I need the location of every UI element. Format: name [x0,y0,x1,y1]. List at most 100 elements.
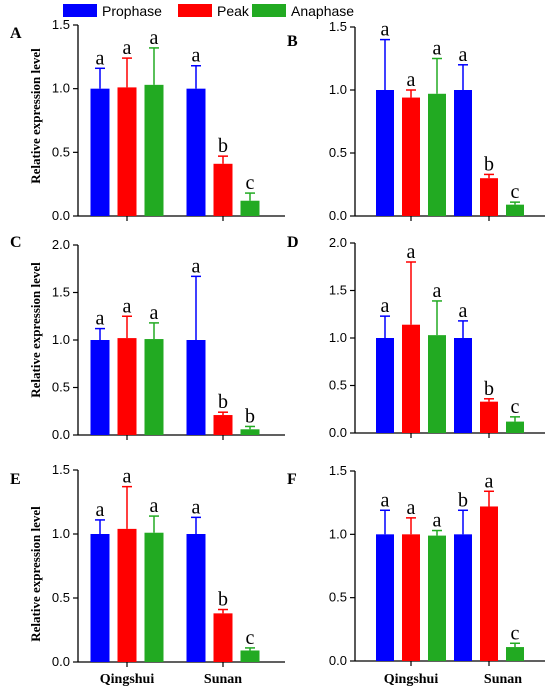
significance-label-b-peak-sunan: b [484,153,494,175]
bar-c-peak-qingshui [117,338,137,435]
legend-swatch-peak [178,4,212,17]
significance-label-f-peak-qingshui: a [407,497,416,519]
bar-a-anaphase-qingshui [144,84,164,216]
y-tick-label-a-3: 1.5 [52,17,70,32]
bar-f-peak-qingshui [402,534,420,661]
panel-letter-c: C [10,234,22,251]
y-tick-label-c-0: 0.0 [52,427,70,442]
y-tick-label-b-3: 1.5 [329,19,347,34]
bar-c-anaphase-qingshui [144,339,164,435]
y-axis-label-e: Relative expression level [28,506,43,642]
bar-d-prophase-qingshui [376,338,394,433]
bar-e-anaphase-sunan [240,650,260,662]
y-tick-label-c-3: 1.5 [52,285,70,300]
y-tick-label-a-1: 0.5 [52,144,70,159]
legend-label-prophase: Prophase [102,3,162,19]
significance-label-c-peak-sunan: b [218,391,228,413]
significance-label-b-anaphase-qingshui: a [433,38,442,60]
y-tick-label-c-2: 1.0 [52,332,70,347]
significance-label-c-anaphase-sunan: b [245,405,255,427]
y-tick-label-d-4: 2.0 [329,235,347,250]
significance-label-a-anaphase-sunan: c [246,172,255,194]
x-category-label-sunan-right: Sunan [484,672,522,687]
significance-label-f-peak-sunan: a [485,470,494,492]
y-axis-label-c: Relative expression level [28,262,43,398]
significance-label-b-anaphase-sunan: c [511,181,520,203]
significance-label-b-prophase-sunan: a [459,44,468,66]
bar-d-anaphase-qingshui [428,335,446,433]
significance-label-c-prophase-sunan: a [192,255,201,277]
x-category-label-qingshui-left: Qingshui [100,672,155,687]
bar-e-anaphase-qingshui [144,532,164,662]
y-tick-label-f-1: 0.5 [329,590,347,605]
significance-label-e-prophase-sunan: a [192,496,201,518]
bar-e-peak-qingshui [117,528,137,662]
significance-label-e-anaphase-sunan: c [246,627,255,649]
panel-letter-a: A [10,25,22,42]
bar-f-anaphase-qingshui [428,535,446,661]
significance-label-a-prophase-qingshui: a [96,47,105,69]
significance-label-b-prophase-qingshui: a [381,19,390,41]
bar-e-peak-sunan [213,613,233,662]
significance-label-e-anaphase-qingshui: a [150,495,159,517]
y-tick-label-d-3: 1.5 [329,283,347,298]
y-tick-label-b-1: 0.5 [329,145,347,160]
significance-label-f-anaphase-qingshui: a [433,510,442,532]
bar-c-prophase-qingshui [90,340,110,435]
significance-label-c-anaphase-qingshui: a [150,302,159,324]
significance-label-d-prophase-qingshui: a [381,295,390,317]
bar-e-prophase-qingshui [90,534,110,662]
significance-label-d-anaphase-qingshui: a [433,280,442,302]
significance-label-d-peak-sunan: b [484,378,494,400]
x-category-label-sunan-left: Sunan [204,672,242,687]
bar-a-prophase-qingshui [90,88,110,216]
y-tick-label-b-2: 1.0 [329,82,347,97]
bar-b-anaphase-qingshui [428,93,446,216]
significance-label-b-peak-qingshui: a [407,69,416,91]
bar-a-peak-sunan [213,163,233,216]
significance-label-f-anaphase-sunan: c [511,622,520,644]
y-tick-label-e-2: 1.0 [52,526,70,541]
bar-f-peak-sunan [480,506,498,661]
significance-label-a-peak-qingshui: a [123,37,132,59]
y-tick-label-d-0: 0.0 [329,425,347,440]
panel-letter-f: F [287,471,297,488]
bar-d-peak-sunan [480,401,498,433]
y-tick-label-c-1: 0.5 [52,380,70,395]
bar-f-anaphase-sunan [506,647,524,661]
panel-letter-b: B [287,33,298,50]
legend: Prophase Peak Anaphase [63,3,354,19]
bar-a-peak-qingshui [117,87,137,216]
bar-f-prophase-qingshui [376,534,394,661]
y-tick-label-d-2: 1.0 [329,330,347,345]
bar-a-prophase-sunan [186,88,206,216]
significance-label-d-prophase-sunan: a [459,300,468,322]
significance-label-e-prophase-qingshui: a [96,499,105,521]
bar-d-peak-qingshui [402,324,420,433]
y-tick-label-d-1: 0.5 [329,378,347,393]
bar-c-prophase-sunan [186,340,206,435]
bar-c-anaphase-sunan [240,429,260,435]
y-tick-label-e-1: 0.5 [52,590,70,605]
bar-d-prophase-sunan [454,338,472,433]
y-tick-label-c-4: 2.0 [52,237,70,252]
y-tick-label-e-3: 1.5 [52,462,70,477]
bar-a-anaphase-sunan [240,200,260,216]
y-tick-label-f-2: 1.0 [329,526,347,541]
significance-label-f-prophase-qingshui: a [381,489,390,511]
significance-label-a-peak-sunan: b [218,135,228,157]
bar-b-anaphase-sunan [506,204,524,216]
significance-label-f-prophase-sunan: b [458,489,468,511]
significance-label-d-anaphase-sunan: c [511,396,520,418]
panel-letter-d: D [287,234,299,251]
significance-label-e-peak-sunan: b [218,589,228,611]
bar-f-prophase-sunan [454,534,472,661]
bar-b-peak-sunan [480,178,498,216]
y-tick-label-e-0: 0.0 [52,654,70,669]
